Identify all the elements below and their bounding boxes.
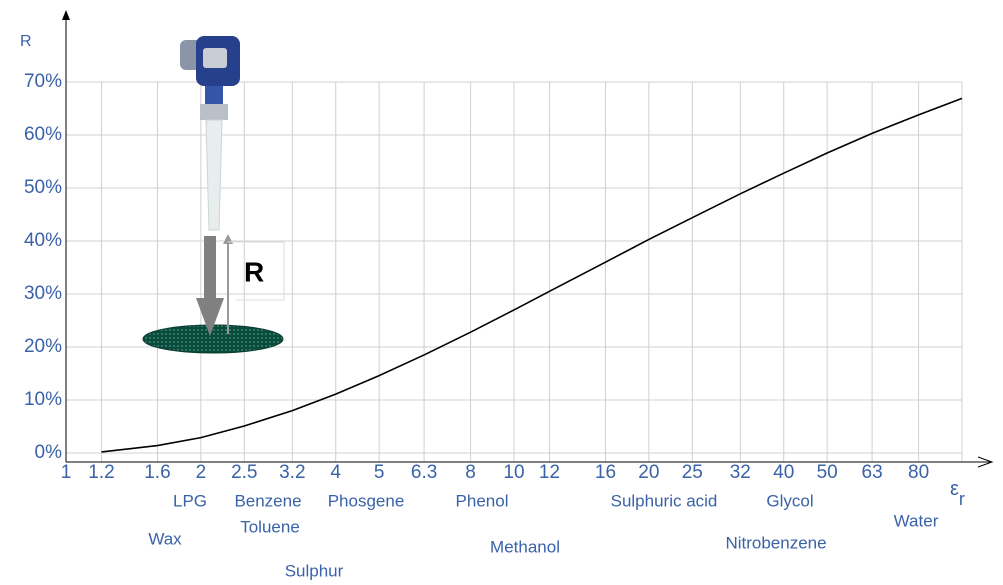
y-tick-label: 0% xyxy=(35,442,63,463)
x-tick-label: 1 xyxy=(61,462,72,483)
x-axis-arrow xyxy=(977,456,994,468)
material-label: Water xyxy=(894,511,939,530)
x-axis-label-main: ε xyxy=(950,478,959,500)
x-tick-label: 5 xyxy=(374,462,385,483)
x-tick-label: 1.2 xyxy=(88,462,114,483)
material-label: Nitrobenzene xyxy=(725,533,826,552)
x-tick-label: 4 xyxy=(330,462,341,483)
material-label: Toluene xyxy=(240,517,300,536)
material-label: Sulphuric acid xyxy=(611,491,718,510)
x-tick-label: 10 xyxy=(503,462,524,483)
x-axis-label: εr xyxy=(950,478,965,508)
x-tick-label: 12 xyxy=(539,462,560,483)
y-tick-label: 10% xyxy=(24,389,62,410)
x-tick-label: 8 xyxy=(465,462,476,483)
material-label: Phenol xyxy=(456,491,509,510)
x-tick-label: 6.3 xyxy=(411,462,437,483)
x-tick-label: 20 xyxy=(638,462,659,483)
x-tick-label: 2.5 xyxy=(231,462,257,483)
material-label: Wax xyxy=(148,529,182,548)
x-tick-label: 40 xyxy=(773,462,794,483)
x-tick-label: 16 xyxy=(595,462,616,483)
material-label: Phosgene xyxy=(328,491,405,510)
material-label: Sulphur xyxy=(285,561,344,580)
y-tick-label: 40% xyxy=(24,230,62,251)
illustration: R xyxy=(142,36,285,354)
x-tick-label: 3.2 xyxy=(279,462,305,483)
y-tick-label: 70% xyxy=(24,71,62,92)
x-tick-label: 25 xyxy=(682,462,703,483)
material-label: Methanol xyxy=(490,537,560,556)
x-axis-label-sub: r xyxy=(959,489,965,509)
y-axis-label: R xyxy=(20,33,32,50)
y-tick-label: 30% xyxy=(24,283,62,304)
x-tick-label: 80 xyxy=(908,462,929,483)
x-tick-label: 2 xyxy=(196,462,207,483)
grid xyxy=(65,81,963,462)
y-tick-label: 20% xyxy=(24,336,62,357)
x-tick-label: 1.6 xyxy=(144,462,170,483)
curve xyxy=(101,97,963,453)
y-tick-label: 50% xyxy=(24,177,62,198)
y-axis-arrow xyxy=(62,10,70,20)
material-label: LPG xyxy=(173,491,207,510)
y-tick-label: 60% xyxy=(24,124,62,145)
x-tick-label: 63 xyxy=(862,462,883,483)
reflection-label: R xyxy=(244,256,264,287)
material-label: Glycol xyxy=(766,491,813,510)
material-label: Benzene xyxy=(234,491,301,510)
x-tick-label: 50 xyxy=(817,462,838,483)
x-tick-label: 32 xyxy=(730,462,751,483)
